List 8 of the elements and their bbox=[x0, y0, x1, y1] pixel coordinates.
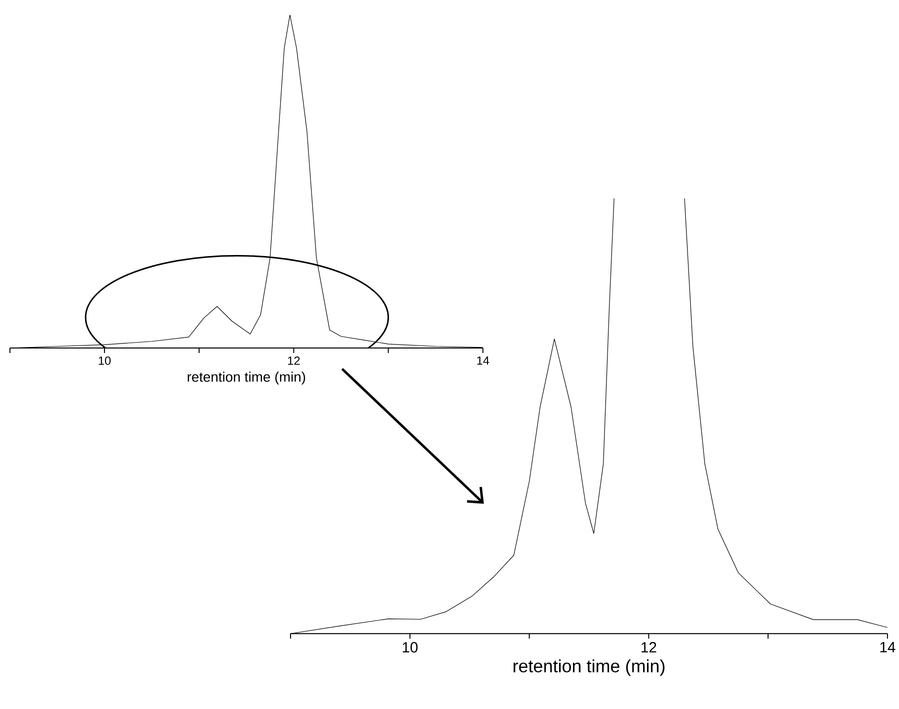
x-tick-label: 14 bbox=[880, 642, 896, 652]
x-tick-label: 14 bbox=[477, 356, 490, 365]
x-axis-title: retention time (min) bbox=[188, 372, 306, 385]
x-tick-label: 12 bbox=[642, 642, 656, 652]
x-tick-label: 10 bbox=[98, 356, 111, 365]
x-axis-title: retention time (min) bbox=[514, 659, 664, 676]
x-tick-label: 12 bbox=[288, 356, 300, 365]
x-tick-label: 10 bbox=[402, 642, 418, 653]
